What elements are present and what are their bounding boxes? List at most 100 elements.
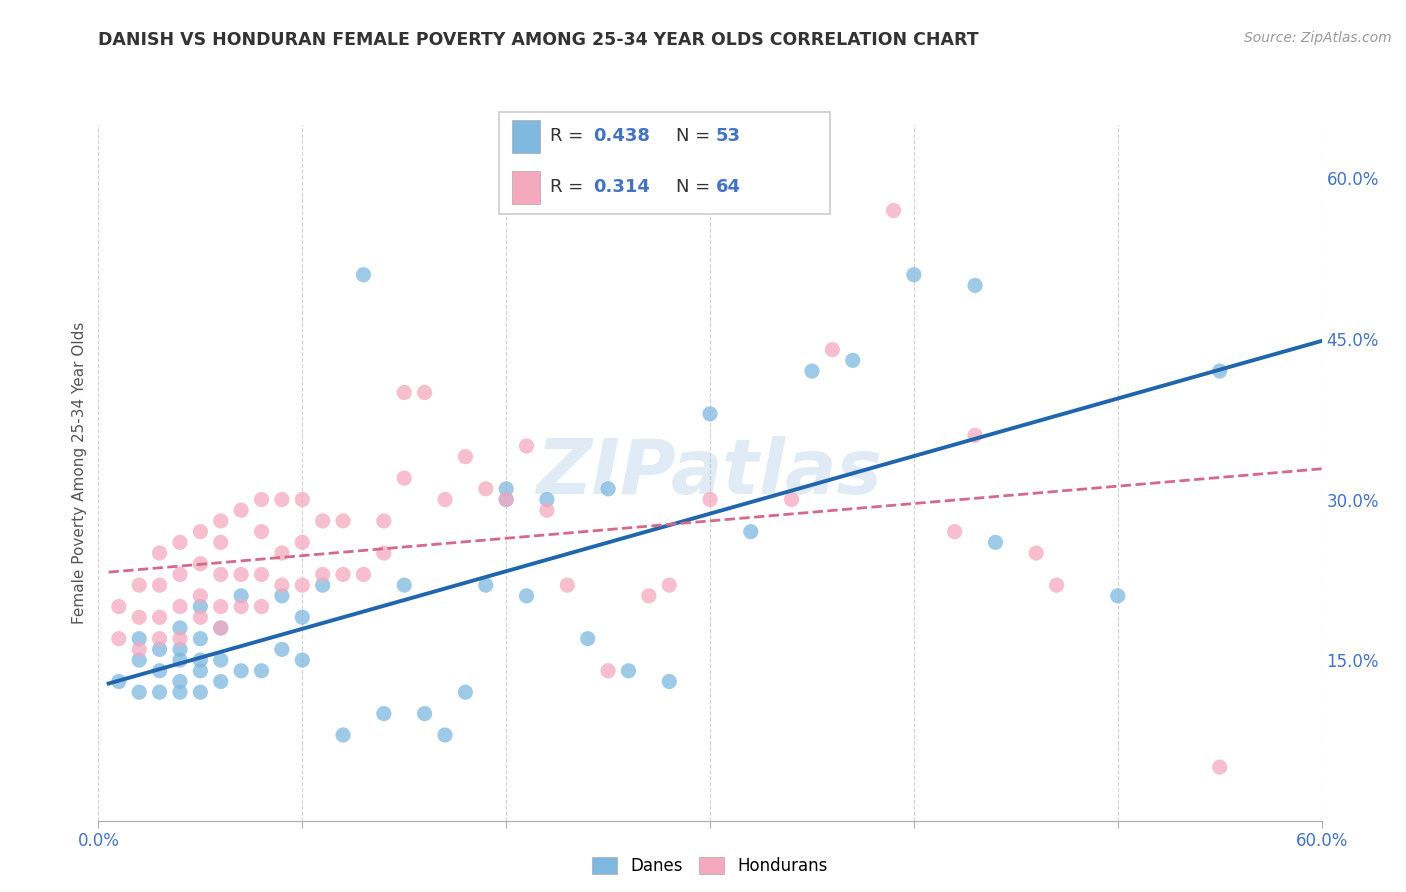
Point (128, 653, 150, 667)
Point (332, 567, 354, 582)
Point (231, 589, 253, 603)
Point (169, 599, 191, 614)
Point (780, 492, 803, 507)
Text: 0.314: 0.314 (593, 178, 650, 196)
Text: ZIPatlas: ZIPatlas (537, 436, 883, 509)
FancyBboxPatch shape (499, 112, 830, 214)
Text: R =: R = (550, 178, 589, 196)
Point (291, 578, 314, 592)
Point (576, 632, 599, 646)
Point (169, 535, 191, 549)
Point (984, 535, 1007, 549)
Bar (512, 120, 540, 153)
Point (149, 642, 172, 657)
Point (149, 685, 172, 699)
Point (188, 557, 212, 571)
Point (209, 535, 232, 549)
Point (943, 524, 966, 539)
Point (149, 546, 172, 560)
Point (209, 599, 232, 614)
Point (250, 599, 273, 614)
Point (291, 610, 314, 624)
Point (903, 268, 925, 282)
Point (474, 482, 498, 496)
Point (188, 599, 212, 614)
Point (312, 567, 335, 582)
Point (495, 492, 517, 507)
Point (169, 685, 191, 699)
Point (169, 642, 191, 657)
Point (188, 664, 212, 678)
Point (128, 610, 150, 624)
Point (312, 578, 335, 592)
Text: N =: N = (676, 178, 716, 196)
Point (373, 514, 395, 528)
Point (209, 621, 232, 635)
Y-axis label: Female Poverty Among 25-34 Year Olds: Female Poverty Among 25-34 Year Olds (72, 322, 87, 624)
Point (209, 674, 232, 689)
Point (392, 471, 416, 485)
Point (188, 610, 212, 624)
Point (392, 385, 416, 400)
Point (373, 546, 395, 560)
Point (128, 685, 150, 699)
Point (617, 664, 640, 678)
Point (209, 621, 232, 635)
Point (352, 268, 374, 282)
Point (149, 664, 172, 678)
Point (291, 492, 314, 507)
Point (149, 578, 172, 592)
Point (474, 578, 498, 592)
Point (658, 674, 681, 689)
Point (231, 599, 253, 614)
Text: 64: 64 (716, 178, 741, 196)
Point (699, 492, 721, 507)
Point (188, 685, 212, 699)
Point (516, 589, 538, 603)
Point (291, 535, 314, 549)
Point (250, 664, 273, 678)
Point (434, 492, 457, 507)
Point (598, 664, 620, 678)
Point (740, 524, 762, 539)
Point (108, 599, 131, 614)
Text: N =: N = (676, 127, 716, 145)
Point (392, 578, 416, 592)
Point (231, 567, 253, 582)
Point (169, 653, 191, 667)
Point (1107, 589, 1129, 603)
Point (373, 706, 395, 721)
Point (841, 353, 863, 368)
Point (598, 482, 620, 496)
Point (1209, 760, 1232, 774)
Point (270, 492, 294, 507)
Text: 53: 53 (716, 127, 741, 145)
Point (128, 578, 150, 592)
Point (128, 642, 150, 657)
Point (699, 407, 721, 421)
Point (965, 278, 987, 293)
Point (169, 621, 191, 635)
Point (250, 492, 273, 507)
Point (658, 578, 681, 592)
Bar (512, 171, 540, 204)
Point (188, 632, 212, 646)
Point (516, 439, 538, 453)
Point (291, 653, 314, 667)
Point (312, 514, 335, 528)
Point (250, 567, 273, 582)
Text: 0.438: 0.438 (593, 127, 651, 145)
Point (188, 524, 212, 539)
Point (169, 632, 191, 646)
Text: DANISH VS HONDURAN FEMALE POVERTY AMONG 25-34 YEAR OLDS CORRELATION CHART: DANISH VS HONDURAN FEMALE POVERTY AMONG … (98, 31, 979, 49)
Point (169, 674, 191, 689)
Point (332, 514, 354, 528)
Point (413, 706, 436, 721)
Text: Source: ZipAtlas.com: Source: ZipAtlas.com (1244, 31, 1392, 45)
Point (536, 492, 558, 507)
Point (883, 203, 905, 218)
Point (352, 567, 374, 582)
Point (270, 642, 294, 657)
Point (270, 589, 294, 603)
Point (250, 524, 273, 539)
